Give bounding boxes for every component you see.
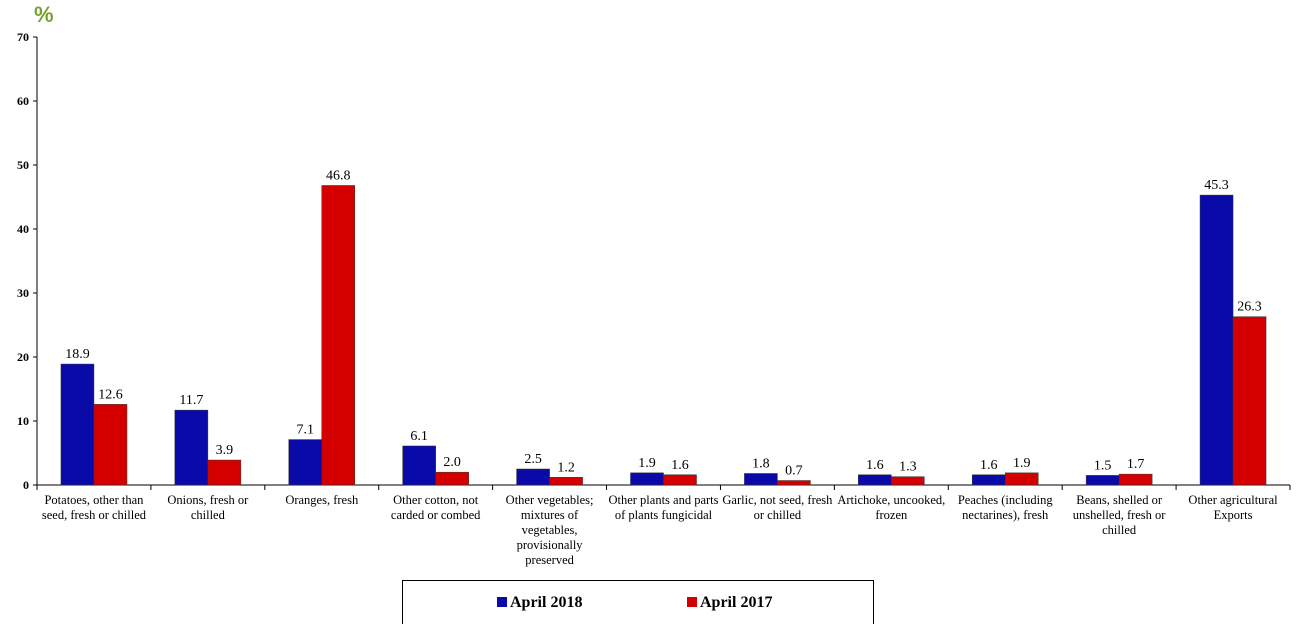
bar-april-2017 [93, 404, 128, 486]
data-label: 46.8 [326, 168, 351, 183]
data-label: 11.7 [179, 393, 203, 408]
bar-april-2017 [321, 185, 356, 486]
x-category-label: Other plants and parts of plants fungici… [608, 493, 719, 522]
data-label: 26.3 [1237, 300, 1262, 315]
x-category-label: Peaches (including nectarines), fresh [957, 493, 1053, 522]
y-tick-label: 40 [17, 222, 29, 236]
x-category-label: Potatoes, other than seed, fresh or chil… [41, 493, 147, 522]
data-label: 3.9 [216, 443, 234, 458]
data-label: 1.8 [752, 456, 770, 471]
bar-april-2017 [1232, 316, 1267, 486]
data-label: 2.5 [524, 452, 542, 467]
data-label: 1.5 [1094, 458, 1112, 473]
bar-april-2018 [744, 473, 778, 486]
y-axis-unit-label: % [34, 2, 54, 27]
x-category-label: Oranges, fresh [285, 493, 359, 507]
data-label: 1.6 [980, 458, 998, 473]
legend-item-april-2018: April 2018 [497, 594, 582, 612]
bar-april-2018 [971, 474, 1006, 486]
y-tick-label: 30 [17, 286, 29, 300]
bar-april-2018 [516, 468, 550, 486]
legend-item-april-2017: April 2017 [687, 594, 772, 612]
x-category-label: Other vegetables; mixtures of vegetables… [505, 493, 594, 567]
bar-april-2017 [1118, 473, 1153, 486]
legend: April 2018 April 2017 [402, 580, 874, 624]
x-category-label: Other agricultural Exports [1188, 493, 1278, 522]
bar-april-2018 [1085, 475, 1120, 486]
data-label: 0.7 [785, 464, 803, 479]
data-label: 12.6 [98, 387, 123, 402]
bar-april-2017 [435, 471, 469, 486]
bar-april-2017 [777, 480, 811, 486]
data-label: 1.3 [899, 460, 917, 475]
bar-april-2018 [1199, 194, 1234, 486]
data-label: 6.1 [410, 429, 428, 444]
y-tick-label: 20 [17, 350, 29, 364]
data-label: 2.0 [443, 455, 461, 470]
data-label: 1.7 [1127, 457, 1145, 472]
legend-swatch-april-2018 [497, 597, 507, 607]
x-category-label: Garlic, not seed, fresh or chilled [722, 493, 833, 522]
y-tick-label: 50 [17, 158, 29, 172]
y-tick-label: 60 [17, 94, 29, 108]
legend-swatch-april-2017 [687, 597, 697, 607]
data-label: 1.9 [638, 456, 656, 471]
bar-april-2017 [891, 476, 925, 486]
y-tick-label: 10 [17, 414, 29, 428]
x-category-label: Onions, fresh or chilled [167, 493, 249, 522]
bar-april-2018 [288, 439, 323, 486]
bar-april-2018 [402, 445, 436, 486]
legend-label-april-2017: April 2017 [700, 594, 773, 611]
data-label: 1.2 [557, 460, 575, 475]
data-label: 7.1 [297, 423, 315, 438]
bar-april-2017 [663, 474, 697, 486]
bar-april-2017 [207, 459, 242, 486]
bar-april-2018 [630, 472, 664, 486]
x-category-label: Artichoke, uncooked, frozen [837, 493, 946, 522]
bar-april-2018 [858, 474, 892, 486]
y-tick-label: 70 [17, 30, 29, 44]
data-label: 18.9 [65, 347, 90, 362]
y-tick-label: 0 [23, 478, 29, 492]
x-category-label: Beans, shelled or unshelled, fresh or ch… [1072, 493, 1166, 537]
bar-april-2018 [60, 363, 95, 486]
x-category-label: Other cotton, not carded or combed [390, 493, 481, 522]
data-label: 1.6 [671, 458, 689, 473]
data-label: 1.6 [866, 458, 884, 473]
bar-april-2017 [549, 477, 583, 486]
data-label: 45.3 [1204, 178, 1229, 193]
data-label: 1.9 [1013, 456, 1031, 471]
legend-label-april-2018: April 2018 [510, 594, 583, 611]
bar-april-2018 [174, 409, 209, 486]
bar-april-2017 [1004, 472, 1039, 486]
